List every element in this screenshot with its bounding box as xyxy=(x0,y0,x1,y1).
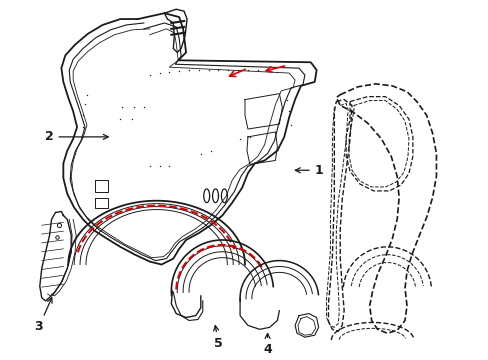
Text: 1: 1 xyxy=(295,164,323,177)
Text: 3: 3 xyxy=(35,298,52,333)
Text: 5: 5 xyxy=(213,325,223,350)
Text: 2: 2 xyxy=(45,130,108,143)
Text: 4: 4 xyxy=(263,333,271,356)
